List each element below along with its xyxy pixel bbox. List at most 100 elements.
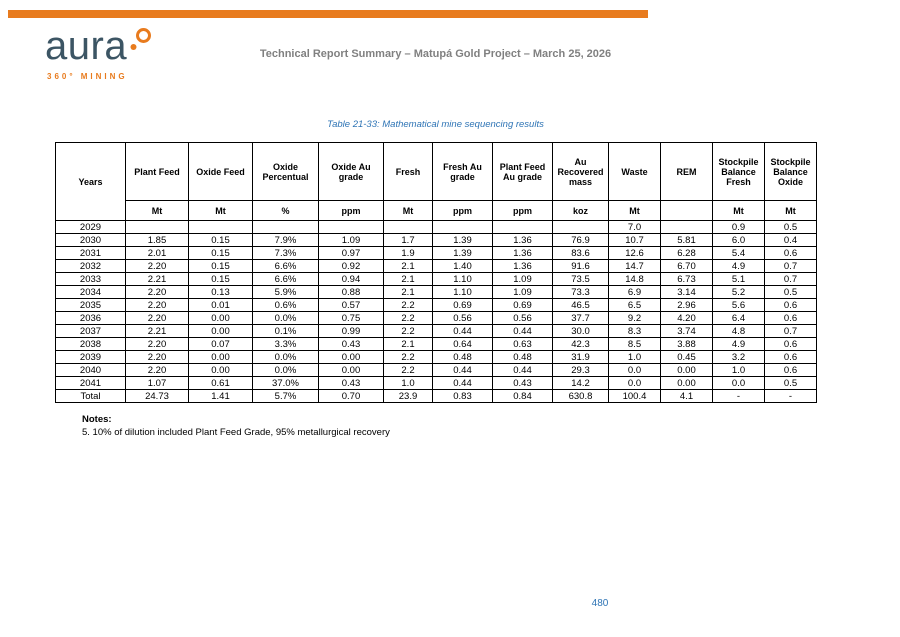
value-cell: 3.14 — [660, 285, 713, 299]
value-cell: 46.5 — [552, 298, 609, 312]
value-cell: 5.2 — [712, 285, 765, 299]
report-header-title: Technical Report Summary – Matupá Gold P… — [259, 48, 612, 60]
value-cell: 4.20 — [660, 311, 713, 325]
table-row: 2032 2.20 0.15 6.6% 0.92 2.1 1.40 1.36 91.6 14.7 6… — [55, 259, 817, 273]
value-cell: 0.44 — [492, 363, 553, 377]
value-cell: 24.73 — [125, 389, 189, 403]
table-row: 2038 2.20 0.07 3.3% 0.43 2.1 0.64 0.63 42.3 8.5 3.… — [55, 337, 817, 351]
year-cell: 2038 — [55, 337, 126, 351]
column-header: REM — [660, 142, 713, 201]
value-cell: 0.4 — [764, 233, 817, 247]
value-cell: 2.2 — [383, 324, 433, 338]
value-cell: 2.20 — [125, 311, 189, 325]
value-cell: 2.20 — [125, 363, 189, 377]
value-cell: 0.00 — [318, 350, 384, 364]
column-unit: Mt — [764, 200, 817, 221]
value-cell: 5.6 — [712, 298, 765, 312]
value-cell: 0.6% — [252, 298, 319, 312]
value-cell: 37.7 — [552, 311, 609, 325]
column-header: Fresh Au grade — [432, 142, 493, 201]
column-header: Oxide Feed — [188, 142, 253, 201]
column-unit: Mt — [608, 200, 661, 221]
column-header: Plant Feed Au grade — [492, 142, 553, 201]
column-header: Years — [55, 142, 126, 221]
value-cell: 0.94 — [318, 272, 384, 286]
value-cell: 29.3 — [552, 363, 609, 377]
value-cell: 2.2 — [383, 350, 433, 364]
value-cell: 0.00 — [188, 350, 253, 364]
value-cell: 1.09 — [318, 233, 384, 247]
table-row: 2033 2.21 0.15 6.6% 0.94 2.1 1.10 1.09 73.5 14.8 6… — [55, 272, 817, 286]
value-cell: 3.74 — [660, 324, 713, 338]
page-number: 480 — [591, 598, 609, 609]
value-cell: 0.01 — [188, 298, 253, 312]
value-cell: 0.5 — [764, 220, 817, 234]
value-cell: 4.8 — [712, 324, 765, 338]
value-cell: 0.56 — [432, 311, 493, 325]
value-cell: 0.99 — [318, 324, 384, 338]
column-unit: Mt — [383, 200, 433, 221]
value-cell — [552, 220, 609, 234]
value-cell: 0.6 — [764, 298, 817, 312]
value-cell: 2.96 — [660, 298, 713, 312]
value-cell: 4.9 — [712, 259, 765, 273]
value-cell: 0.63 — [492, 337, 553, 351]
value-cell: 0.6 — [764, 337, 817, 351]
column-unit: ppm — [318, 200, 384, 221]
year-cell: 2040 — [55, 363, 126, 377]
column-unit: ppm — [432, 200, 493, 221]
value-cell: 0.69 — [432, 298, 493, 312]
value-cell: 7.0 — [608, 220, 661, 234]
column-unit: ppm — [492, 200, 553, 221]
value-cell: 0.97 — [318, 246, 384, 260]
column-unit: koz — [552, 200, 609, 221]
value-cell: 2.2 — [383, 363, 433, 377]
table-head: Years Plant Feed Oxide Feed Oxide Percentua… — [55, 142, 817, 221]
value-cell: 1.39 — [432, 233, 493, 247]
value-cell: 3.3% — [252, 337, 319, 351]
value-cell: 0.6 — [764, 311, 817, 325]
table-row: Total 24.73 1.41 5.7% 0.70 23.9 0.83 0.84 630.8 1… — [55, 389, 817, 403]
value-cell: 0.84 — [492, 389, 553, 403]
value-cell: 0.0 — [608, 363, 661, 377]
value-cell: 1.40 — [432, 259, 493, 273]
value-cell: 2.21 — [125, 324, 189, 338]
value-cell: 2.1 — [383, 337, 433, 351]
value-cell: 7.9% — [252, 233, 319, 247]
value-cell: 76.9 — [552, 233, 609, 247]
year-cell: 2034 — [55, 285, 126, 299]
value-cell: 0.6 — [764, 350, 817, 364]
value-cell — [383, 220, 433, 234]
value-cell: 14.7 — [608, 259, 661, 273]
value-cell: 0.15 — [188, 259, 253, 273]
column-unit: Mt — [712, 200, 765, 221]
value-cell: 0.48 — [492, 350, 553, 364]
year-cell: 2032 — [55, 259, 126, 273]
value-cell: 23.9 — [383, 389, 433, 403]
column-header: Waste — [608, 142, 661, 201]
value-cell: - — [764, 389, 817, 403]
notes-section: Notes: 5. 10% of dilution included Plant… — [82, 414, 390, 438]
value-cell: 7.3% — [252, 246, 319, 260]
value-cell: 73.5 — [552, 272, 609, 286]
value-cell: 10.7 — [608, 233, 661, 247]
value-cell: 2.2 — [383, 311, 433, 325]
table-row: 2029 7.0 0.9 0.5 — [55, 220, 817, 234]
year-cell: 2039 — [55, 350, 126, 364]
brand-tagline: 360° MINING — [47, 72, 128, 81]
value-cell — [492, 220, 553, 234]
value-cell: 1.7 — [383, 233, 433, 247]
value-cell: 6.6% — [252, 259, 319, 273]
value-cell: 1.85 — [125, 233, 189, 247]
value-cell: 2.2 — [383, 298, 433, 312]
value-cell: 5.9% — [252, 285, 319, 299]
year-cell: 2035 — [55, 298, 126, 312]
value-cell: 2.01 — [125, 246, 189, 260]
value-cell: 1.10 — [432, 272, 493, 286]
value-cell: 6.5 — [608, 298, 661, 312]
value-cell: 2.1 — [383, 259, 433, 273]
value-cell: - — [712, 389, 765, 403]
year-cell: 2030 — [55, 233, 126, 247]
value-cell: 0.88 — [318, 285, 384, 299]
value-cell: 0.44 — [432, 324, 493, 338]
